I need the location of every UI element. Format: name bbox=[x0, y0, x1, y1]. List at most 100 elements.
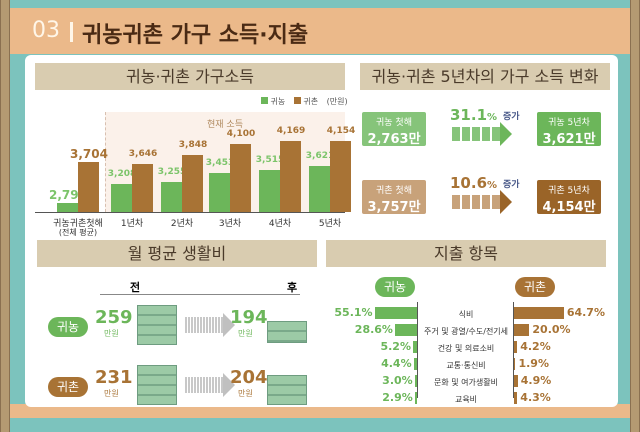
data-label: 3,208 bbox=[107, 169, 137, 180]
category-label: 3년차 bbox=[218, 219, 242, 229]
bar-returning-farmer bbox=[414, 392, 417, 404]
axis-right bbox=[513, 302, 514, 398]
to-box: 귀촌 5년차 4,154만원 bbox=[537, 180, 601, 234]
data-label: 3,704 bbox=[70, 146, 108, 161]
from-value: 2,763만원 bbox=[367, 132, 421, 166]
category-label: 2년차 bbox=[170, 219, 194, 229]
category-label: 식비 bbox=[458, 310, 474, 319]
category-label: 4년차 bbox=[268, 219, 292, 229]
money-stack-icon bbox=[137, 305, 177, 345]
bar-returning-farmer bbox=[413, 358, 417, 370]
bar-returning-rural bbox=[514, 375, 518, 387]
pct-label: 28.6% bbox=[354, 323, 393, 336]
unit: 만원 bbox=[238, 389, 253, 398]
wooden-post-left bbox=[0, 0, 10, 432]
increase-word: 증가 bbox=[503, 180, 520, 190]
income-chart-title: 귀농·귀촌 가구소득 bbox=[35, 63, 345, 90]
x-axis bbox=[35, 212, 345, 213]
category-label: 5년차 bbox=[318, 219, 342, 229]
bar-returning-farmer bbox=[259, 170, 280, 212]
divider bbox=[70, 22, 73, 42]
pct-label: 2.9% bbox=[382, 391, 413, 404]
bar-returning-farmer bbox=[309, 165, 330, 212]
wooden-post-right bbox=[630, 0, 640, 432]
bar-returning-rural bbox=[280, 140, 301, 212]
data-label: 3,848 bbox=[178, 140, 208, 151]
axis-left bbox=[417, 302, 418, 398]
income-bars: 2,796 3,704 귀농귀촌첫해 3,208 3,646 1년차 3,255 3,848 2… bbox=[25, 55, 355, 240]
arrow-body bbox=[452, 195, 500, 209]
bar-returning-rural bbox=[330, 141, 351, 212]
category-label: 주거 및 광열/수도/전기세 bbox=[423, 327, 509, 336]
money-stack-icon bbox=[137, 365, 177, 405]
badge-returning-rural: 귀촌 bbox=[515, 277, 555, 297]
unit-label: (만원) bbox=[326, 97, 348, 106]
pct-label: 20.0% bbox=[532, 323, 571, 336]
category-sublabel: (전체 평균) bbox=[58, 228, 98, 237]
pct-value: 10.6 bbox=[450, 174, 488, 192]
data-label: 3,255 bbox=[157, 167, 187, 178]
bar-returning-rural bbox=[514, 341, 518, 353]
expense-title: 지출 항목 bbox=[326, 240, 606, 267]
pct-label: 4.4% bbox=[381, 357, 412, 370]
pct-label: 4.3% bbox=[520, 391, 551, 404]
pct-value: 31.1 bbox=[450, 106, 488, 124]
bar-returning-rural bbox=[514, 392, 518, 404]
to-label: 귀농 5년차 bbox=[548, 118, 590, 128]
bar-returning-rural bbox=[182, 155, 203, 212]
bar-returning-farmer bbox=[57, 203, 78, 212]
pct-sign: % bbox=[487, 112, 498, 123]
legend-label: 귀촌 bbox=[303, 97, 319, 106]
arrow-icon bbox=[185, 373, 235, 397]
page-title: 귀농귀촌 가구 소득·지출 bbox=[82, 23, 309, 48]
header: 03 귀농귀촌 가구 소득·지출 bbox=[10, 8, 630, 54]
bar-returning-farmer bbox=[414, 375, 417, 387]
legend: 귀농 귀촌 (만원) bbox=[261, 96, 348, 107]
data-label: 4,154 bbox=[326, 126, 356, 137]
from-box: 귀촌 첫해 3,757만원 bbox=[362, 180, 426, 234]
to-label: 귀촌 5년차 bbox=[548, 186, 590, 196]
category-label: 교육비 bbox=[454, 395, 478, 404]
bar-returning-rural bbox=[514, 324, 530, 336]
category-label: 교통·통신비 bbox=[446, 361, 486, 370]
arrow-icon bbox=[500, 122, 512, 146]
bar-returning-farmer bbox=[111, 184, 132, 212]
data-label: 3,646 bbox=[128, 149, 158, 160]
arrow-icon bbox=[500, 190, 512, 214]
before-value: 231 bbox=[95, 367, 133, 388]
from-label: 귀농 첫해 bbox=[376, 118, 412, 128]
category-label: 귀농귀촌첫해 bbox=[53, 219, 103, 229]
bottom-band bbox=[10, 404, 630, 418]
pct-label: 4.9% bbox=[520, 374, 552, 387]
bar-returning-farmer bbox=[209, 173, 230, 212]
money-stack-icon bbox=[267, 375, 307, 405]
from-value: 3,757만원 bbox=[367, 200, 421, 234]
data-label: 3,621 bbox=[305, 150, 335, 161]
to-box: 귀농 5년차 3,621만원 bbox=[537, 112, 601, 166]
category-label: 1년차 bbox=[120, 219, 144, 229]
living-cost-title: 월 평균 생활비 bbox=[37, 240, 317, 267]
after-value: 204 bbox=[230, 367, 268, 388]
bar-returning-farmer bbox=[412, 341, 417, 353]
before-header: 전 bbox=[130, 281, 141, 294]
pct-label: 3.0% bbox=[382, 374, 413, 387]
legend-swatch-green bbox=[261, 97, 268, 104]
legend-label: 귀농 bbox=[270, 97, 286, 106]
bar-returning-farmer bbox=[161, 182, 182, 212]
money-stack-icon bbox=[267, 321, 307, 343]
bar-returning-rural bbox=[132, 164, 153, 212]
category-label: 문화 및 여가생활비 bbox=[434, 378, 498, 387]
pct-label: 55.1% bbox=[334, 306, 373, 319]
badge-returning-farmer: 귀농 bbox=[375, 277, 415, 297]
data-label: 3,515 bbox=[255, 155, 285, 166]
change-title: 귀농·귀촌 5년차의 가구 소득 변화 bbox=[360, 63, 610, 90]
pct-sign: % bbox=[487, 180, 498, 191]
data-label: 4,100 bbox=[226, 128, 256, 139]
bar-returning-rural bbox=[78, 161, 99, 212]
header-line bbox=[100, 294, 300, 295]
badge-returning-farmer: 귀농 bbox=[48, 317, 88, 337]
bar-returning-rural bbox=[514, 307, 564, 319]
before-value: 259 bbox=[95, 307, 133, 328]
data-label: 4,169 bbox=[276, 125, 306, 136]
data-label: 3,453 bbox=[205, 158, 235, 169]
